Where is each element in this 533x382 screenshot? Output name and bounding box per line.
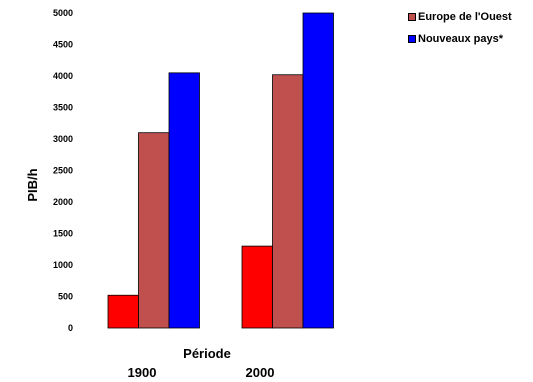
legend-swatch-europe: [408, 13, 416, 21]
legend-item-nouveaux-pays: Nouveaux pays*: [408, 28, 512, 50]
y-axis-title: PIB/h: [25, 168, 40, 201]
bar-1900-series-2: [138, 132, 170, 329]
bars: [107, 12, 334, 329]
y-tick-label: 500: [58, 292, 73, 302]
x-category-label-1900: 1900: [128, 365, 157, 380]
y-tick-label: 2500: [53, 166, 73, 176]
bar-2000-series-3: [302, 12, 334, 329]
legend-label-europe: Europe de l'Ouest: [418, 11, 512, 23]
legend: Europe de l'Ouest Nouveaux pays*: [408, 6, 512, 50]
y-tick-label: 1500: [53, 229, 73, 239]
bar-2000-series-2: [272, 74, 304, 329]
bar-1900-series-3: [168, 72, 200, 329]
x-category-label-2000: 2000: [246, 365, 275, 380]
x-axis-title: Période: [183, 346, 231, 361]
y-tick-label: 4000: [53, 71, 73, 81]
legend-swatch-nouveaux-pays: [408, 35, 416, 43]
y-axis-ticks: 0 500 1000 1500 2000 2500 3000 3500 4000 4500 5000: [53, 8, 73, 333]
y-tick-label: 1000: [53, 260, 73, 270]
bar-1900-series-1: [107, 294, 139, 329]
y-tick-label: 2000: [53, 197, 73, 207]
x-axis-category-labels: 1900 2000: [128, 365, 275, 380]
bar-2000-series-1: [241, 245, 273, 329]
legend-label-nouveaux-pays: Nouveaux pays*: [418, 33, 503, 45]
y-tick-label: 4500: [53, 40, 73, 50]
y-tick-label: 3500: [53, 103, 73, 113]
legend-item-europe: Europe de l'Ouest: [408, 6, 512, 28]
y-tick-label: 0: [68, 323, 73, 333]
y-tick-label: 3000: [53, 134, 73, 144]
y-tick-label: 5000: [53, 8, 73, 18]
